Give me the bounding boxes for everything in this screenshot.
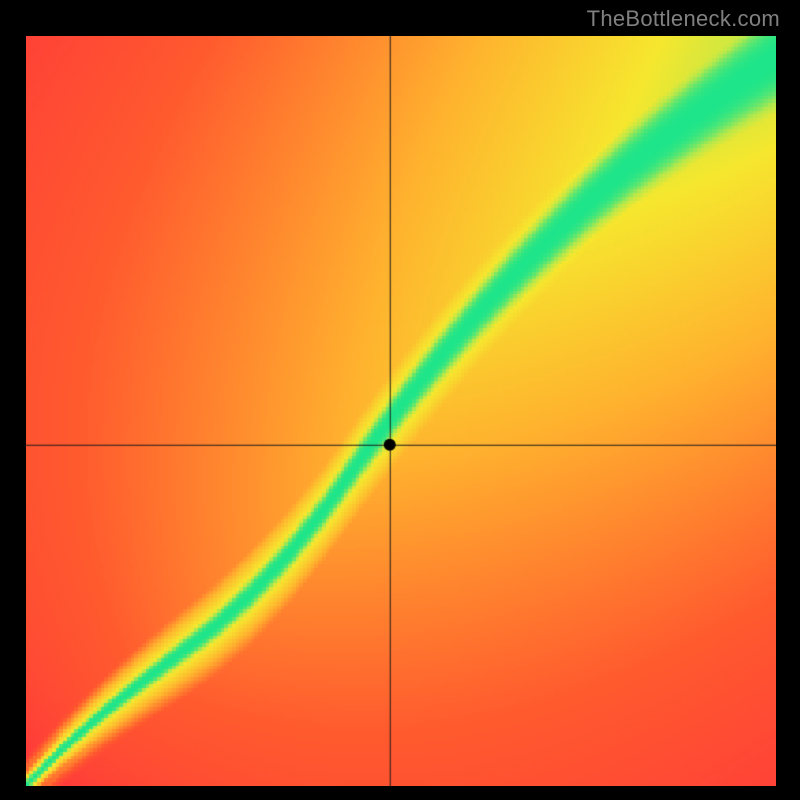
- heatmap-canvas: [26, 36, 776, 786]
- watermark-text: TheBottleneck.com: [587, 6, 780, 32]
- chart-container: TheBottleneck.com: [0, 0, 800, 800]
